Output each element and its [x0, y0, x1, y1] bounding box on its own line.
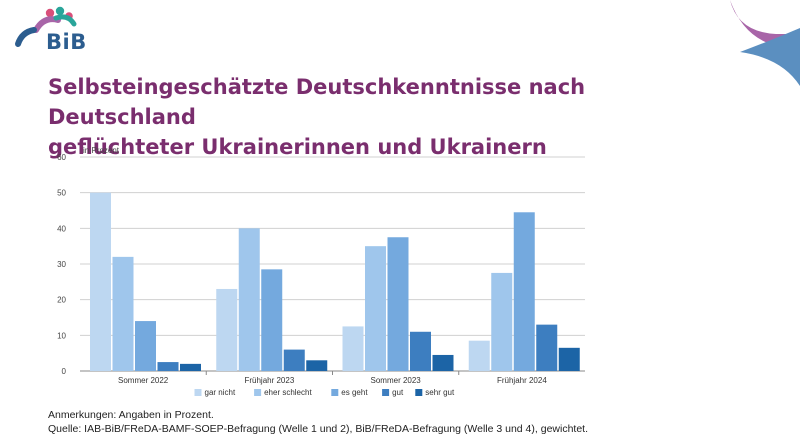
legend-label: sehr gut	[425, 388, 455, 397]
legend-swatch	[382, 389, 390, 396]
page-title-line-1: Selbsteingeschätzte Deutschkenntnisse na…	[48, 75, 586, 129]
bar	[536, 324, 558, 371]
bar	[387, 237, 409, 371]
x-tick-label: Frühjahr 2023	[244, 376, 294, 385]
logo-text: BiB	[46, 30, 87, 54]
legend-swatch	[415, 389, 423, 396]
bar	[180, 363, 201, 371]
y-tick-label: 50	[57, 189, 66, 198]
legend-swatch	[331, 389, 339, 396]
y-tick-label: 40	[57, 224, 66, 233]
y-tick-label: 20	[57, 296, 66, 305]
bar	[238, 228, 260, 371]
bar-chart: 0 10 20 30 40 50 60 in Prozent Sommer 2022 Frühja…	[57, 146, 585, 397]
y-tick-label: 10	[57, 331, 66, 340]
bar	[261, 269, 283, 371]
bar	[410, 331, 431, 371]
logo-arc-blue	[15, 27, 37, 47]
bib-logo	[15, 6, 77, 47]
bar	[491, 272, 513, 371]
corner-arc-blue	[740, 28, 800, 86]
legend-label: es geht	[341, 388, 368, 397]
legend-label: gut	[392, 388, 404, 397]
y-tick-label: 30	[57, 260, 66, 269]
corner-decoration	[730, 0, 800, 86]
bar	[283, 349, 305, 371]
source-text: Quelle: IAB-BiB/FReDA-BAMF-SOEP-Befragun…	[48, 423, 589, 435]
chart-notes: Anmerkungen: Angaben in Prozent. Quelle:…	[48, 408, 588, 436]
x-tick-label: Sommer 2022	[118, 376, 169, 385]
page-title-line-2: geflüchteter Ukrainerinnen und Ukrainern	[48, 135, 547, 159]
bar	[112, 256, 134, 371]
bar	[135, 321, 156, 371]
bar	[468, 340, 490, 371]
page-title: Selbsteingeschätzte Deutschkenntnisse na…	[48, 72, 738, 162]
legend-swatch	[254, 389, 262, 396]
bar	[157, 362, 179, 371]
legend-swatch	[194, 389, 202, 396]
legend-label: eher schlecht	[264, 388, 312, 397]
logo-dot-pink	[45, 8, 55, 18]
bar	[513, 212, 535, 371]
bar	[558, 347, 580, 371]
logo-arc-purple	[33, 16, 61, 33]
bar	[342, 326, 364, 371]
y-unit-label: in Prozent	[83, 146, 120, 155]
bar	[90, 192, 111, 371]
bar	[432, 354, 454, 371]
bar	[306, 360, 328, 371]
x-tick-label: Sommer 2023	[371, 376, 422, 385]
y-tick-label: 0	[62, 367, 67, 376]
x-tick-label: Frühjahr 2024	[497, 376, 547, 385]
y-tick-label: 60	[57, 153, 66, 162]
bar	[216, 288, 238, 371]
logo-dot-teal	[55, 6, 65, 16]
remark-text: Anmerkungen: Angaben in Prozent.	[48, 409, 214, 421]
legend-label: gar nicht	[205, 388, 236, 397]
logo-arc-teal	[53, 14, 77, 27]
bar	[365, 246, 386, 371]
